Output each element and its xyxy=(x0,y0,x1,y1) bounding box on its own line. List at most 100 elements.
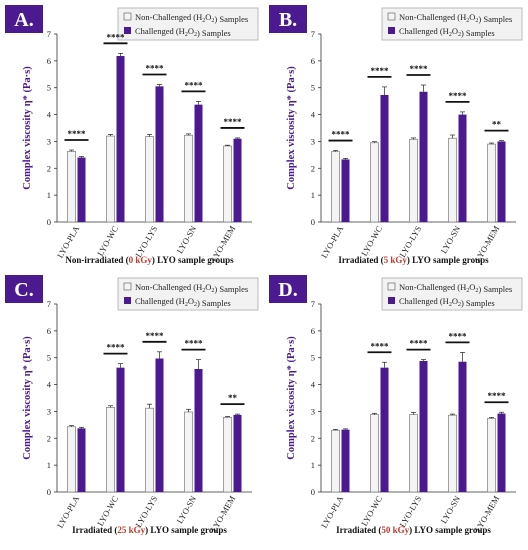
y-tick-label: 6 xyxy=(311,326,315,336)
bar-non-challenged xyxy=(67,151,76,223)
significance-label: **** xyxy=(332,130,351,140)
y-tick-label: 0 xyxy=(311,487,315,497)
y-tick-label: 3 xyxy=(47,136,51,146)
x-tick-label: LYO-LYS xyxy=(397,224,423,259)
y-axis-label: Complex viscosity η* (Pa·s) xyxy=(22,336,33,460)
bar-non-challenged xyxy=(409,414,418,493)
significance-label: **** xyxy=(488,391,507,401)
bar-non-challenged xyxy=(106,135,115,223)
x-axis-label: Irradiated (5 kGy) LYO sample groups xyxy=(338,255,489,265)
significance-label: **** xyxy=(68,129,87,139)
panel-badge xyxy=(5,275,43,303)
x-tick-label: LYO-WC xyxy=(359,224,384,258)
y-tick-label: 4 xyxy=(47,110,52,120)
legend-label-non-challenged: Non-Challenged (H2O2) Samples xyxy=(399,12,512,24)
legend-swatch-non-challenged xyxy=(387,282,396,291)
bar-challenged xyxy=(77,428,86,492)
significance-label: ** xyxy=(492,120,502,130)
significance-label: **** xyxy=(107,343,126,353)
legend-swatch-non-challenged xyxy=(387,12,396,21)
y-tick-label: 1 xyxy=(47,190,51,200)
panel-badge xyxy=(269,275,307,303)
significance-label: **** xyxy=(146,331,165,341)
y-tick-label: 5 xyxy=(47,83,51,93)
bar-challenged xyxy=(458,114,467,222)
significance-label: **** xyxy=(410,64,429,74)
y-tick-label: 2 xyxy=(311,163,315,173)
bar-non-challenged xyxy=(67,426,76,493)
y-tick-label: 4 xyxy=(311,110,316,120)
y-tick-label: 6 xyxy=(47,326,51,336)
y-tick-label: 7 xyxy=(311,299,315,309)
bar-non-challenged xyxy=(145,136,154,223)
legend-swatch-challenged xyxy=(124,27,131,34)
chart-panel-4: D. Non-Challenged (H2O2) Samples Challenge… xyxy=(269,275,523,535)
panel-letter: C. xyxy=(14,279,33,301)
bar-challenged xyxy=(341,159,350,222)
x-tick-label: LYO-WC xyxy=(95,494,120,528)
y-tick-label: 3 xyxy=(47,406,51,416)
significance-label: **** xyxy=(371,341,390,351)
legend-label-challenged: Challenged (H2O2) Samples xyxy=(399,26,495,38)
y-tick-label: 1 xyxy=(311,460,315,470)
x-axis-label: Irradiated (25 kGy) LYO sample groups xyxy=(72,525,227,535)
y-tick-label: 3 xyxy=(311,136,315,146)
x-axis-label: Non-irradiated (0 kGy) LYO sample groups xyxy=(65,255,234,265)
legend-label-challenged: Challenged (H2O2) Samples xyxy=(135,26,231,38)
chart-panel-2: B. Non-Challenged (H2O2) Samples Challenge… xyxy=(269,5,523,265)
panel-letter: D. xyxy=(278,279,297,301)
bar-challenged xyxy=(194,104,203,222)
panel-badge xyxy=(269,5,307,33)
significance-label: **** xyxy=(410,339,429,349)
x-tick-label: LYO-WC xyxy=(359,494,384,528)
bar-challenged xyxy=(497,413,506,492)
legend-box xyxy=(381,277,523,311)
chart-panel-1: A. Non-Challenged (H2O2) Samples Challenge… xyxy=(5,5,259,265)
bar-challenged xyxy=(380,94,389,222)
x-tick-label: LYO-WC xyxy=(95,224,120,258)
y-tick-label: 1 xyxy=(47,460,51,470)
bar-non-challenged xyxy=(184,411,193,493)
x-tick-label: LYO-SN xyxy=(438,494,462,525)
panel-badge xyxy=(5,5,43,33)
panel-letter: A. xyxy=(14,9,33,31)
bar-challenged xyxy=(155,358,164,492)
significance-label: **** xyxy=(449,91,468,101)
legend-label-challenged: Challenged (H2O2) Samples xyxy=(135,296,231,308)
y-tick-label: 6 xyxy=(47,56,51,66)
legend: Non-Challenged (H2O2) Samples Challenged … xyxy=(117,7,259,41)
bar-challenged xyxy=(380,367,389,492)
y-tick-label: 5 xyxy=(47,353,51,363)
legend: Non-Challenged (H2O2) Samples Challenged … xyxy=(381,277,523,311)
bar-challenged xyxy=(116,367,125,492)
bar-challenged xyxy=(155,86,164,222)
y-tick-label: 3 xyxy=(311,406,315,416)
y-tick-label: 0 xyxy=(311,217,315,227)
x-tick-label: LYO-LYS xyxy=(133,494,159,529)
bar-non-challenged xyxy=(184,134,193,223)
significance-label: **** xyxy=(185,339,204,349)
bar-challenged xyxy=(497,141,506,222)
significance-label: **** xyxy=(224,117,243,127)
significance-label: **** xyxy=(371,66,390,76)
bar-challenged xyxy=(341,429,350,492)
significance-label: **** xyxy=(146,63,165,73)
x-tick-label: LYO-SN xyxy=(438,224,462,255)
bar-non-challenged xyxy=(370,414,379,493)
legend-box xyxy=(381,7,523,41)
bar-non-challenged xyxy=(331,151,340,223)
legend-label-non-challenged: Non-Challenged (H2O2) Samples xyxy=(135,282,248,294)
legend-swatch-challenged xyxy=(388,297,395,304)
bar-challenged xyxy=(77,157,86,222)
bar-challenged xyxy=(419,360,428,492)
y-tick-label: 4 xyxy=(47,380,52,390)
y-tick-label: 7 xyxy=(47,29,51,39)
x-axis-label: Irradiated (50 kGy) LYO sample groups xyxy=(336,525,491,535)
legend-swatch-non-challenged xyxy=(123,12,132,21)
bar-challenged xyxy=(116,56,125,222)
significance-label: **** xyxy=(449,331,468,341)
bar-non-challenged xyxy=(331,429,340,493)
panel-letter: B. xyxy=(279,9,297,31)
y-axis-label: Complex viscosity η* (Pa·s) xyxy=(286,66,297,190)
